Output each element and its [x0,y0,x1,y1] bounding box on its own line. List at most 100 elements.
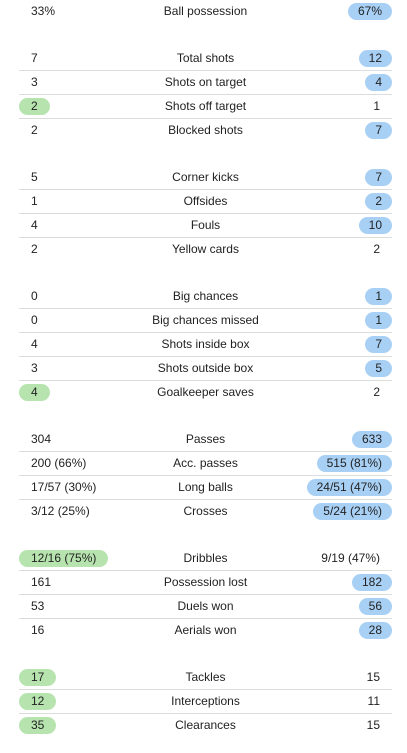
stat-row: Offsides 1 2 [19,190,392,214]
away-value: 633 [351,431,392,448]
home-value: 3 [31,75,38,89]
stat-row: Interceptions 12 11 [19,690,392,714]
stat-label: Possession lost [163,575,248,589]
home-value: 17/57 (30%) [31,480,97,494]
home-value: 5 [31,170,38,184]
stat-row: Dribbles 12/16 (75%) 9/19 (47%) [19,547,392,571]
stat-group: Total shots 7 12 Shots on target 3 4 Shots off… [0,47,407,142]
stat-group: Ball possession 33% 67% [0,0,407,23]
home-value: 16 [31,623,45,637]
away-value: 1 [373,99,380,113]
stat-row: Clearances 35 15 [19,714,392,737]
stat-row: Fouls 4 10 [19,214,392,238]
stat-row: Aerials won 16 28 [19,619,392,642]
home-value: 161 [31,575,52,589]
stat-row: Total shots 7 12 [19,47,392,71]
stat-row: Possession lost 161 182 [19,571,392,595]
stat-label: Shots on target [164,75,247,89]
home-value: 3/12 (25%) [31,504,90,518]
stat-label: Big chances [172,289,239,303]
away-value: 1 [365,312,392,329]
stat-group: Tackles 17 15 Interceptions 12 11 Clearances 35… [0,666,407,737]
stat-row: Crosses 3/12 (25%) 5/24 (21%) [19,500,392,523]
away-value: 56 [358,598,392,615]
away-value: 2 [373,385,380,399]
stat-label: Clearances [175,718,236,732]
home-value: 0 [31,313,38,327]
away-value: 2 [365,193,392,210]
stat-label: Fouls [190,218,221,232]
stat-label: Long balls [178,480,233,494]
away-value: 1 [365,288,392,305]
away-value: 9/19 (47%) [321,551,380,565]
home-value: 35 [19,717,57,734]
home-value: 7 [31,51,38,65]
stat-label: Offsides [183,194,228,208]
stat-row: Blocked shots 2 7 [19,119,392,142]
away-value: 12 [358,50,392,67]
stat-group: Corner kicks 5 7 Offsides 1 2 Fouls 4 10 Yellow c… [0,166,407,261]
stat-label: Tackles [185,670,226,684]
away-value: 10 [358,217,392,234]
stat-row: Shots off target 2 1 [19,95,392,119]
home-value: 0 [31,289,38,303]
home-value: 53 [31,599,45,613]
stat-label: Total shots [176,51,235,65]
home-value: 17 [19,669,57,686]
home-value: 33% [31,4,56,18]
stat-label: Dribbles [183,551,228,565]
stat-row: Shots outside box 3 5 [19,357,392,381]
home-value: 2 [19,98,50,115]
stat-label: Aerials won [174,623,237,637]
stat-label: Shots off target [164,99,247,113]
stat-group: Big chances 0 1 Big chances missed 0 1 Shots i… [0,285,407,404]
stat-row: Goalkeeper saves 4 2 [19,381,392,404]
stat-label: Duels won [177,599,234,613]
stat-label: Interceptions [171,694,240,708]
stat-label: Passes [185,432,226,446]
stat-row: Big chances missed 0 1 [19,309,392,333]
stat-label: Ball possession [163,4,248,18]
stat-label: Shots outside box [157,361,254,375]
away-value: 7 [365,336,392,353]
away-value: 15 [366,718,380,732]
home-value: 1 [31,194,38,208]
home-value: 2 [31,123,38,137]
away-value: 4 [365,74,392,91]
away-value: 7 [365,169,392,186]
stat-label: Yellow cards [172,242,239,256]
home-value: 4 [31,218,38,232]
away-value: 67% [347,3,392,20]
home-value: 2 [31,242,38,256]
stat-row: Corner kicks 5 7 [19,166,392,190]
stat-row: Passes 304 633 [19,428,392,452]
away-value: 28 [358,622,392,639]
stat-group: Passes 304 633 Acc. passes 200 (66%) 515 (81%… [0,428,407,523]
stat-label: Acc. passes [173,456,238,470]
home-value: 12/16 (75%) [19,550,109,567]
stat-row: Big chances 0 1 [19,285,392,309]
home-value: 4 [31,337,38,351]
away-value: 5/24 (21%) [313,503,392,520]
stat-label: Corner kicks [172,170,239,184]
stat-label: Goalkeeper saves [157,385,254,399]
stat-row: Long balls 17/57 (30%) 24/51 (47%) [19,476,392,500]
home-value: 12 [19,693,57,710]
away-value: 2 [373,242,380,256]
stat-label: Crosses [183,504,228,518]
stat-row: Duels won 53 56 [19,595,392,619]
stat-label: Blocked shots [168,123,243,137]
home-value: 200 (66%) [31,456,87,470]
away-value: 182 [351,574,392,591]
away-value: 11 [367,694,380,708]
stat-row: Acc. passes 200 (66%) 515 (81%) [19,452,392,476]
stat-row: Ball possession 33% 67% [19,0,392,23]
stat-label: Big chances missed [152,313,259,327]
away-value: 15 [366,670,380,684]
away-value: 7 [365,122,392,139]
home-value: 304 [31,432,52,446]
away-value: 515 (81%) [316,455,392,472]
away-value: 24/51 (47%) [306,479,392,496]
match-statistics: Ball possession 33% 67% Total shots 7 12 Shots… [0,0,407,737]
stat-row: Tackles 17 15 [19,666,392,690]
